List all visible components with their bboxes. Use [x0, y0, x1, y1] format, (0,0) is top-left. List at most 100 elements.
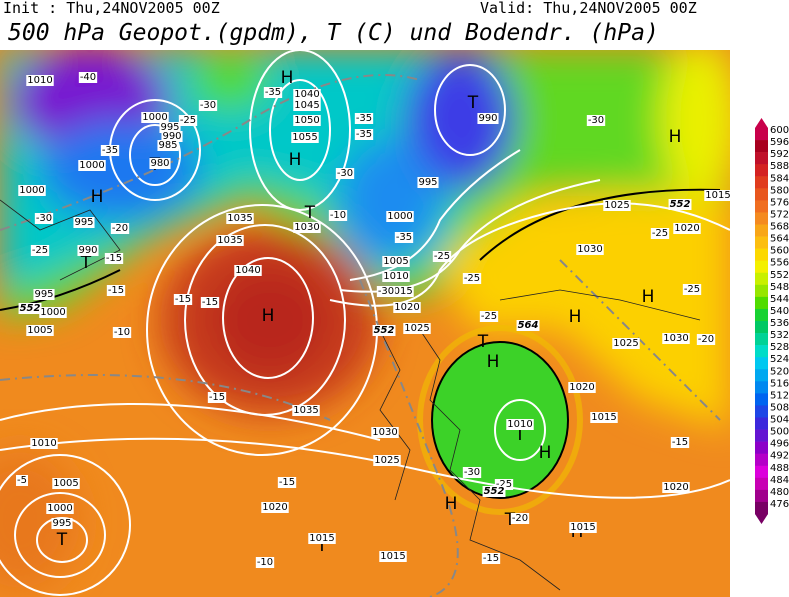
isobar-label: 990 — [78, 245, 97, 256]
isobar-label: 1030 — [372, 427, 397, 438]
colorbar-label: 572 — [770, 209, 789, 220]
label-box — [354, 129, 374, 140]
label-box — [462, 273, 482, 284]
label-box — [494, 479, 514, 490]
label-box — [293, 115, 321, 126]
label-box — [394, 232, 414, 243]
label-box — [226, 213, 254, 224]
colorbar-swatch — [755, 200, 768, 213]
label-box — [106, 285, 126, 296]
label-box — [673, 223, 701, 234]
pressure-center: H — [569, 307, 582, 327]
pressure-center: H — [262, 306, 275, 326]
label-box — [612, 338, 640, 349]
colorbar-label: 492 — [770, 451, 789, 462]
label-box — [372, 325, 396, 336]
temperature-label: -25 — [464, 273, 480, 284]
label-box — [39, 307, 67, 318]
isobar-label: 1025 — [404, 323, 429, 334]
temperature-label: -15 — [209, 392, 225, 403]
isobar-label: 1000 — [79, 160, 104, 171]
label-box — [18, 185, 46, 196]
colorbar-arrow-top — [755, 118, 768, 128]
colorbar-label: 496 — [770, 439, 789, 450]
label-box — [704, 190, 730, 201]
isobar-label: 1005 — [27, 325, 52, 336]
pressure-center: T — [304, 203, 316, 223]
temperature-label: -20 — [512, 513, 528, 524]
colorbar-label: 580 — [770, 185, 789, 196]
isobar-label: 1000 — [142, 112, 167, 123]
label-box — [417, 177, 439, 188]
temperature-label: -25 — [180, 115, 196, 126]
temperature-label: -15 — [279, 477, 295, 488]
isobar-label: 995 — [52, 518, 71, 529]
isobar-label: 1020 — [674, 223, 699, 234]
colorbar-label: 524 — [770, 354, 789, 365]
temperature-label: -35 — [356, 113, 372, 124]
temperature-label: -30 — [378, 286, 394, 297]
colorbar-label: 512 — [770, 390, 789, 401]
temperature-label: -15 — [483, 553, 499, 564]
colorbar-label: 480 — [770, 487, 789, 498]
label-box — [216, 235, 244, 246]
label-box — [569, 522, 597, 533]
label-box — [277, 477, 297, 488]
label-box — [141, 112, 169, 123]
label-box — [432, 251, 452, 262]
isobar-label: 1020 — [663, 482, 688, 493]
temperature-label: -10 — [330, 210, 346, 221]
pressure-center: T — [477, 332, 489, 352]
label-box — [477, 113, 499, 124]
colorbar-swatch — [755, 501, 768, 515]
label-box — [112, 327, 132, 338]
temperature-label: -25 — [481, 311, 497, 322]
label-box — [335, 168, 355, 179]
temperature-label: -30 — [464, 467, 480, 478]
isobar-label: 1025 — [604, 200, 629, 211]
colorbar-swatch — [755, 296, 768, 310]
colorbar-swatch — [755, 321, 768, 334]
colorbar-swatch — [755, 248, 768, 261]
valid-time: Valid: Thu,24NOV2005 00Z — [480, 0, 697, 17]
pressure-center: T — [56, 530, 68, 550]
colorbar-label: 584 — [770, 173, 789, 184]
label-box — [159, 122, 181, 133]
isobar-label: 1015 — [705, 190, 730, 201]
colorbar-swatch — [755, 164, 768, 177]
label-box — [78, 72, 98, 83]
temperature-label: -25 — [652, 228, 668, 239]
label-box — [291, 132, 319, 143]
colorbar-swatch — [755, 152, 768, 165]
temperature-label: -30 — [200, 100, 216, 111]
colorbar-swatch — [755, 405, 768, 418]
height-label: 552 — [374, 325, 395, 336]
label-box — [382, 256, 410, 267]
height-label: 552 — [670, 199, 691, 210]
isobar-label: 1050 — [294, 115, 319, 126]
temperature-label: -35 — [396, 232, 412, 243]
isobar-label: 1025 — [613, 338, 638, 349]
isobar-label: 1000 — [47, 503, 72, 514]
label-box — [568, 382, 596, 393]
label-box — [149, 158, 171, 169]
label-box — [26, 75, 54, 86]
temperature-label: -5 — [17, 475, 27, 486]
colorbar-arrow-bottom — [755, 514, 768, 524]
init-time: Init : Thu,24NOV2005 00Z — [3, 0, 220, 17]
map-title: 500 hPa Geopot.(gpdm), T (C) und Bodendr… — [8, 20, 659, 46]
isobar-label: 985 — [158, 140, 177, 151]
colorbar-swatch — [755, 272, 768, 286]
isobar-label: 1040 — [235, 265, 260, 276]
height-label: 552 — [484, 486, 505, 497]
isobar-label: 1045 — [294, 100, 319, 111]
colorbar-label: 532 — [770, 330, 789, 341]
pressure-center: H — [642, 287, 655, 307]
label-box — [481, 553, 501, 564]
colorbar-label: 592 — [770, 149, 789, 160]
colorbar-swatch — [755, 465, 768, 479]
label-box — [510, 513, 530, 524]
colorbar-swatch — [755, 357, 768, 370]
label-box — [379, 551, 407, 562]
pressure-center: H — [487, 352, 500, 372]
